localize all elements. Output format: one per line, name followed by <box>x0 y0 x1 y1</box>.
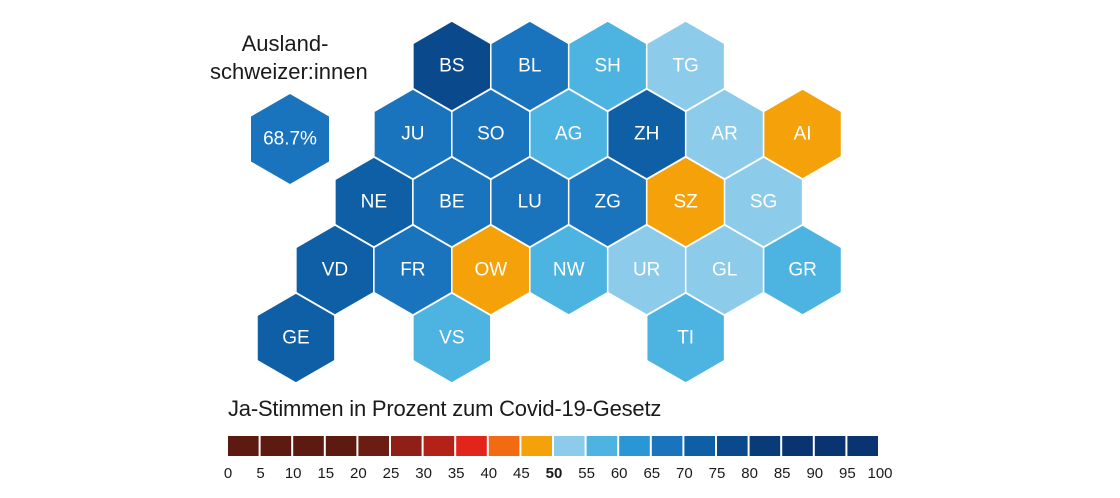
legend-swatch <box>782 436 813 456</box>
legend-tick: 90 <box>806 465 823 482</box>
canton-sg: SG <box>723 156 804 248</box>
legend-tick: 10 <box>285 465 302 482</box>
legend-tick: 35 <box>448 465 465 482</box>
legend-title: Ja-Stimmen in Prozent zum Covid-19-Geset… <box>228 396 662 421</box>
legend-swatch <box>554 436 585 456</box>
legend-swatch <box>619 436 650 456</box>
legend-swatch <box>651 436 683 456</box>
canton-label: OW <box>474 260 507 281</box>
legend-swatch <box>684 436 715 456</box>
legend-swatch <box>488 436 520 456</box>
legend-tick: 65 <box>643 465 660 482</box>
legend-tick: 70 <box>676 465 693 482</box>
legend-tick: 80 <box>741 465 758 482</box>
canton-hexagon <box>412 292 492 384</box>
legend-swatch <box>814 436 846 456</box>
abroad-value: 68.7% <box>263 129 317 150</box>
legend-swatch <box>260 436 292 456</box>
legend-swatch <box>325 436 357 456</box>
canton-label: LU <box>518 192 542 213</box>
legend-tick: 5 <box>256 465 264 482</box>
abroad-title: Ausland- schweizer:innen <box>210 30 368 86</box>
legend-swatch <box>228 436 259 456</box>
canton-hexagon <box>762 224 843 316</box>
canton-label: ZG <box>595 192 621 213</box>
canton-label: NW <box>553 260 585 281</box>
canton-label: NE <box>361 192 387 213</box>
legend-scale: 0 5 10 15 20 25 30 35 40 45 50 55 60 65 70 75 80 85 90 95 10… <box>224 436 893 482</box>
canton-so: SO <box>451 88 531 180</box>
canton-label: BS <box>439 56 464 77</box>
legend-swatch <box>717 436 748 456</box>
abroad-hex: 68.7% <box>251 94 329 184</box>
legend-swatch <box>521 436 552 456</box>
abroad-hexagon <box>251 94 329 184</box>
canton-label: TG <box>672 56 698 77</box>
canton-label: UR <box>633 260 660 281</box>
abroad-title-line1: Ausland- <box>241 31 329 56</box>
legend-swatch <box>293 436 324 456</box>
legend-tick: 85 <box>774 465 791 482</box>
canton-gr: GR <box>762 224 843 316</box>
legend-swatch <box>749 436 781 456</box>
canton-ar: AR <box>684 88 765 180</box>
legend-swatch <box>423 436 455 456</box>
canton-label: GL <box>712 260 737 281</box>
abroad-title-line2: schweizer:innen <box>210 59 368 84</box>
legend-tick: 0 <box>224 465 232 482</box>
canton-hexagon <box>645 292 726 384</box>
canton-label: BE <box>439 192 464 213</box>
canton-label: GR <box>788 260 817 281</box>
canton-label: JU <box>401 124 424 145</box>
canton-ge: GE <box>256 292 336 384</box>
canton-label: BL <box>518 56 541 77</box>
legend-tick: 55 <box>578 465 595 482</box>
legend-swatch <box>358 436 389 456</box>
canton-ai: AI <box>762 88 843 180</box>
legend-tick: 60 <box>611 465 628 482</box>
canton-label: ZH <box>634 124 659 145</box>
canton-label: GE <box>282 328 309 349</box>
cantons-layer: BS BL SH TG JU SO AG ZH AR AI NE BE LU ZG SZ SG VD FR OW NW… <box>256 20 843 384</box>
legend-tick: 15 <box>317 465 334 482</box>
legend-tick: 20 <box>350 465 367 482</box>
legend-tick: 50 <box>546 465 563 482</box>
canton-label: AI <box>794 124 812 145</box>
canton-hexagon <box>256 292 336 384</box>
legend-swatch <box>391 436 422 456</box>
legend-tick: 25 <box>383 465 400 482</box>
canton-vs: VS <box>412 292 492 384</box>
canton-label: TI <box>677 328 694 349</box>
canton-ne: NE <box>334 156 414 248</box>
canton-label: SZ <box>674 192 699 213</box>
legend-tick: 30 <box>415 465 432 482</box>
canton-label: AG <box>555 124 582 145</box>
canton-label: SG <box>750 192 777 213</box>
legend-tick: 40 <box>480 465 497 482</box>
canton-ag: AG <box>529 88 609 180</box>
canton-label: SO <box>477 124 504 145</box>
legend-swatch <box>586 436 618 456</box>
legend-swatch <box>847 436 878 456</box>
legend-tick: 95 <box>839 465 856 482</box>
canton-label: AR <box>711 124 737 145</box>
legend-swatch <box>456 436 487 456</box>
legend-tick: 75 <box>709 465 726 482</box>
canton-label: FR <box>400 260 425 281</box>
canton-label: VS <box>439 328 464 349</box>
canton-ti: TI <box>645 292 726 384</box>
legend-tick: 100 <box>867 465 892 482</box>
legend-tick: 45 <box>513 465 530 482</box>
canton-label: SH <box>595 56 621 77</box>
canton-label: VD <box>322 260 348 281</box>
